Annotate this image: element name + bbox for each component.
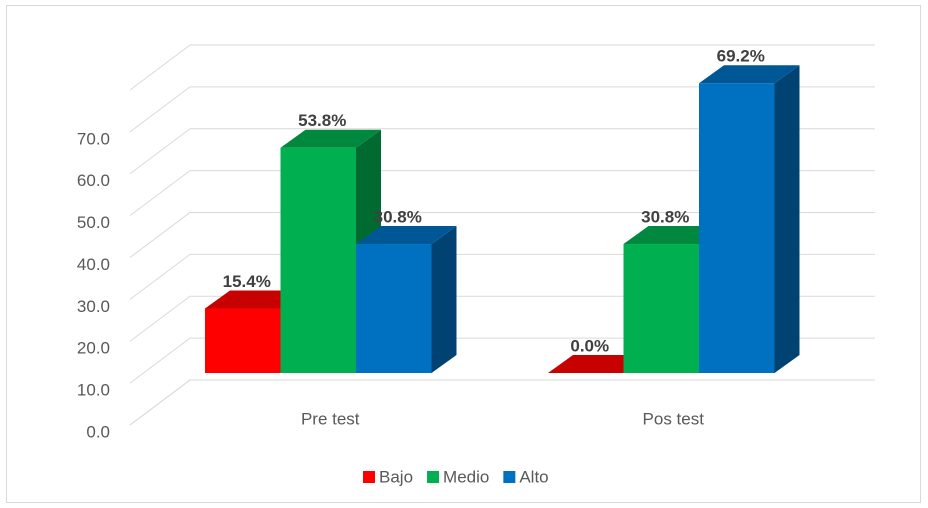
grid-line [129, 170, 875, 217]
bar-top [280, 129, 381, 148]
legend-swatch [503, 471, 516, 483]
data-label: 15.4% [223, 272, 271, 291]
y-tick-label: 20.0 [77, 339, 110, 358]
data-label: 69.2% [717, 47, 765, 66]
data-label: 0.0% [570, 336, 609, 355]
bar-side [774, 65, 800, 373]
y-tick-label: 70.0 [77, 129, 110, 148]
bar [699, 83, 775, 373]
grid-line [129, 128, 875, 175]
y-tick-label: 50.0 [77, 213, 110, 232]
data-label: 30.8% [641, 208, 689, 227]
y-tick-label: 0.0 [86, 422, 110, 441]
grid-line [129, 212, 875, 258]
bar-top [623, 226, 724, 245]
y-tick-label: 60.0 [77, 171, 110, 190]
bar-top [356, 226, 457, 245]
x-tick-label: Pre test [301, 409, 360, 428]
top-line [129, 44, 875, 91]
y-tick-label: 30.0 [77, 297, 110, 316]
grid-line [129, 86, 875, 133]
legend-swatch [427, 471, 440, 483]
data-label: 30.8% [374, 208, 422, 227]
legend-label: Bajo [379, 467, 413, 486]
bar [623, 244, 699, 373]
bar-side [431, 226, 457, 373]
bar-top [205, 290, 306, 309]
legend-label: Medio [443, 467, 489, 486]
bar [205, 308, 281, 373]
legend-label: Alto [519, 467, 548, 486]
bar [356, 244, 432, 373]
y-tick-label: 40.0 [77, 255, 110, 274]
bar-top [548, 355, 649, 373]
y-tick-label: 10.0 [77, 381, 110, 400]
x-tick-label: Pos test [643, 409, 705, 428]
data-label: 53.8% [298, 111, 346, 130]
legend-swatch [363, 471, 375, 483]
grid-line [129, 379, 875, 426]
bar-top [699, 65, 800, 84]
bar [280, 147, 356, 373]
